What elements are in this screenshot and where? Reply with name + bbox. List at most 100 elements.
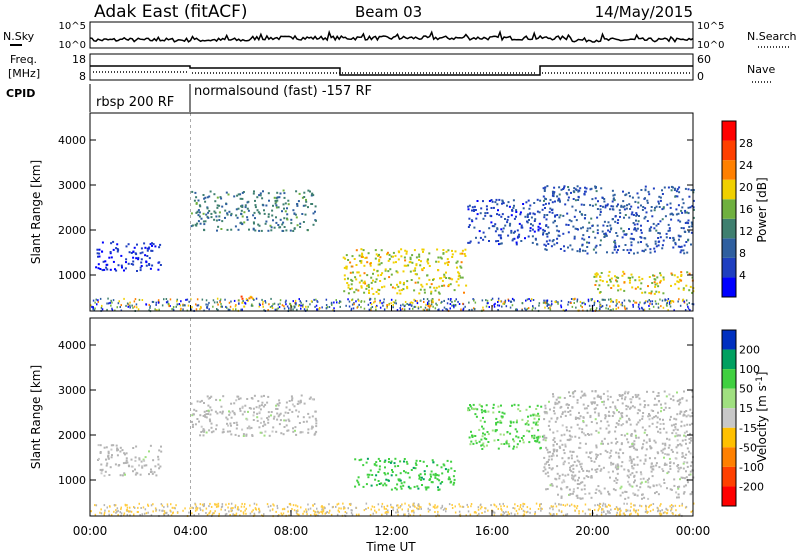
power-cell (493, 225, 496, 228)
velocity-cell (642, 412, 645, 414)
power-cell (333, 307, 335, 310)
velocity-cell (574, 416, 577, 419)
power-cell (635, 229, 638, 232)
power-cell (515, 308, 518, 311)
velocity-cell (585, 424, 588, 427)
velocity-cell (556, 402, 559, 405)
power-cell (548, 202, 550, 205)
power-cell (689, 206, 692, 209)
velocity-cell (583, 392, 586, 395)
y-tick-label: 1000 (58, 474, 86, 487)
velocity-cell (685, 505, 688, 508)
freq-panel: Freq. [MHz] 18 8 60 0 Nave (8, 53, 775, 83)
power-cell (496, 304, 499, 307)
power-cell (686, 271, 689, 274)
power-cell (691, 303, 694, 305)
velocity-cell (354, 485, 357, 488)
power-cell (139, 269, 142, 272)
power-cell (692, 199, 695, 202)
power-cell (331, 304, 333, 306)
power-cell (343, 290, 346, 293)
power-cell (615, 232, 618, 234)
power-cell (292, 209, 295, 212)
velocity-cell (500, 415, 503, 418)
power-cell (556, 214, 559, 216)
velocity-cell (656, 416, 659, 419)
power-cell (679, 304, 682, 307)
power-cell (182, 308, 184, 311)
power-cell (573, 302, 575, 304)
velocity-cell (580, 390, 583, 393)
velocity-cell (221, 412, 224, 415)
power-cell (665, 232, 668, 235)
velocity-cell (539, 447, 542, 450)
velocity-cell (397, 479, 400, 482)
velocity-colorbar-segment (722, 408, 736, 428)
power-cell (110, 256, 113, 259)
velocity-cell (528, 405, 531, 408)
power-cell (497, 234, 500, 237)
velocity-cell (390, 503, 392, 506)
velocity-cell (242, 435, 245, 437)
power-cell (426, 303, 429, 305)
velocity-cell (137, 506, 139, 509)
power-cell (599, 279, 602, 282)
power-cell (551, 201, 554, 204)
power-cell (596, 216, 599, 219)
power-cell (434, 307, 437, 310)
velocity-cell (671, 450, 674, 453)
power-cell (287, 199, 290, 202)
power-cell (221, 220, 224, 223)
velocity-cell (173, 506, 175, 509)
velocity-cell (685, 430, 688, 433)
velocity-cell (622, 423, 625, 425)
velocity-cell (459, 505, 461, 508)
power-cell (374, 280, 377, 283)
power-cell (657, 244, 660, 247)
velocity-cell (566, 503, 569, 506)
velocity-cell (297, 400, 300, 403)
power-cell (471, 209, 473, 212)
velocity-cell (285, 406, 288, 409)
velocity-cell (632, 445, 635, 448)
power-cell (184, 304, 186, 307)
velocity-cell (294, 426, 297, 429)
power-cell (637, 201, 640, 204)
velocity-cell (270, 504, 272, 507)
power-cell (570, 302, 572, 304)
velocity-cell (641, 426, 644, 429)
velocity-cell (471, 436, 474, 438)
velocity-cell (576, 459, 579, 462)
velocity-cell (264, 423, 267, 426)
velocity-cell (245, 433, 248, 436)
power-cell (623, 289, 626, 292)
x-tick-label: 00:00 (73, 524, 108, 538)
velocity-cell (648, 425, 651, 428)
velocity-cell (677, 399, 680, 402)
power-cell (347, 286, 350, 289)
power-cell (630, 241, 633, 244)
velocity-cell (258, 426, 261, 429)
velocity-cell (447, 470, 449, 473)
velocity-cell (482, 427, 485, 430)
power-cell (437, 269, 439, 271)
velocity-cell (683, 477, 686, 480)
power-cell (522, 207, 525, 210)
power-cell (616, 222, 619, 224)
velocity-cell (654, 441, 657, 444)
velocity-cell (484, 510, 486, 513)
power-cell (377, 288, 380, 291)
power-cell (501, 305, 503, 308)
velocity-cell (122, 462, 125, 465)
velocity-cell (664, 462, 667, 465)
power-cell (451, 253, 454, 256)
power-cell (456, 266, 458, 269)
velocity-cell (662, 418, 664, 421)
power-cell (155, 303, 157, 306)
velocity-cell (623, 468, 626, 471)
velocity-cell (100, 472, 103, 475)
velocity-cell (620, 485, 623, 488)
velocity-cell (412, 466, 415, 469)
power-cell (239, 221, 242, 224)
velocity-cell (315, 419, 318, 422)
